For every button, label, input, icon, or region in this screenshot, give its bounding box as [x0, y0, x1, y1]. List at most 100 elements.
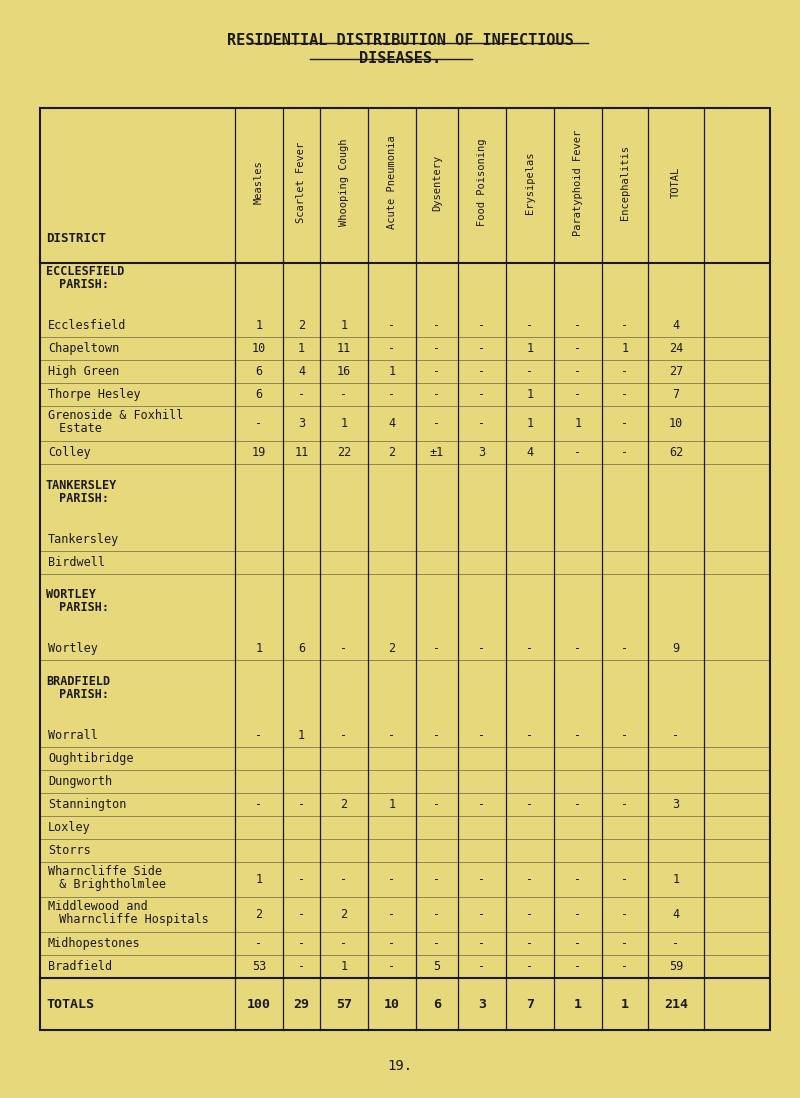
Text: -: - [478, 908, 486, 921]
Text: -: - [255, 937, 262, 950]
Text: -: - [574, 365, 582, 378]
Text: -: - [574, 960, 582, 973]
Text: -: - [478, 937, 486, 950]
Text: -: - [574, 873, 582, 886]
Text: 2: 2 [341, 908, 347, 921]
Text: 2: 2 [255, 908, 262, 921]
Text: -: - [341, 873, 347, 886]
Text: ECCLESFIELD: ECCLESFIELD [46, 265, 124, 278]
Text: 3: 3 [478, 997, 486, 1010]
Text: Measles: Measles [254, 160, 264, 204]
Text: TANKERSLEY: TANKERSLEY [46, 479, 118, 492]
Text: Thorpe Hesley: Thorpe Hesley [48, 389, 141, 401]
Text: -: - [478, 873, 486, 886]
Text: -: - [341, 389, 347, 401]
Text: -: - [622, 729, 629, 742]
Text: 6: 6 [298, 642, 305, 656]
Text: Midhopestones: Midhopestones [48, 937, 141, 950]
Text: Estate: Estate [52, 423, 102, 435]
Text: Colley: Colley [48, 446, 90, 459]
Text: -: - [434, 365, 441, 378]
Text: 1: 1 [389, 798, 395, 811]
Text: Dysentery: Dysentery [432, 155, 442, 211]
Text: -: - [478, 729, 486, 742]
Text: -: - [526, 960, 534, 973]
Text: 3: 3 [298, 417, 305, 430]
Text: -: - [298, 937, 305, 950]
Text: -: - [622, 798, 629, 811]
Text: Tankersley: Tankersley [48, 533, 119, 546]
Text: 1: 1 [622, 341, 629, 355]
Text: Food Poisoning: Food Poisoning [477, 138, 487, 226]
Text: -: - [341, 937, 347, 950]
Text: 1: 1 [341, 318, 347, 332]
Text: & Brightholmlee: & Brightholmlee [52, 878, 166, 892]
Text: 4: 4 [526, 446, 534, 459]
Text: 1: 1 [574, 997, 582, 1010]
Text: Bradfield: Bradfield [48, 960, 112, 973]
Text: 24: 24 [669, 341, 683, 355]
Text: 214: 214 [664, 997, 688, 1010]
Text: BRADFIELD: BRADFIELD [46, 675, 110, 688]
Text: -: - [622, 908, 629, 921]
Text: Erysipelas: Erysipelas [525, 152, 535, 214]
Text: Dungworth: Dungworth [48, 775, 112, 788]
Text: -: - [298, 873, 305, 886]
Text: PARISH:: PARISH: [52, 492, 109, 505]
Text: 4: 4 [389, 417, 395, 430]
Text: -: - [673, 937, 679, 950]
Text: Loxley: Loxley [48, 821, 90, 834]
Text: -: - [389, 960, 395, 973]
Text: -: - [434, 798, 441, 811]
Text: -: - [526, 318, 534, 332]
Text: DISTRICT: DISTRICT [46, 232, 106, 245]
Text: -: - [478, 341, 486, 355]
Text: -: - [574, 389, 582, 401]
Text: 2: 2 [298, 318, 305, 332]
Text: -: - [574, 341, 582, 355]
Text: -: - [478, 960, 486, 973]
Text: -: - [298, 960, 305, 973]
Text: 1: 1 [255, 642, 262, 656]
Text: -: - [341, 642, 347, 656]
Text: 1: 1 [298, 341, 305, 355]
Text: 5: 5 [434, 960, 441, 973]
Text: -: - [526, 729, 534, 742]
Text: -: - [255, 729, 262, 742]
Text: 1: 1 [621, 997, 629, 1010]
Text: -: - [255, 417, 262, 430]
Text: 1: 1 [341, 960, 347, 973]
Text: 6: 6 [433, 997, 441, 1010]
Text: 53: 53 [252, 960, 266, 973]
Text: 62: 62 [669, 446, 683, 459]
Text: -: - [574, 908, 582, 921]
Text: -: - [526, 908, 534, 921]
Text: -: - [574, 446, 582, 459]
Text: Scarlet Fever: Scarlet Fever [297, 142, 306, 223]
Text: DISEASES.: DISEASES. [359, 51, 441, 66]
Text: -: - [389, 318, 395, 332]
Text: -: - [341, 729, 347, 742]
Text: High Green: High Green [48, 365, 119, 378]
Text: -: - [298, 389, 305, 401]
Text: 1: 1 [526, 389, 534, 401]
Text: -: - [298, 908, 305, 921]
Text: 59: 59 [669, 960, 683, 973]
Text: -: - [574, 798, 582, 811]
Text: -: - [434, 873, 441, 886]
Text: -: - [478, 798, 486, 811]
Text: WORTLEY: WORTLEY [46, 589, 96, 602]
Text: Acute Pneumonia: Acute Pneumonia [387, 135, 397, 229]
Text: 27: 27 [669, 365, 683, 378]
Text: 29: 29 [294, 997, 310, 1010]
Text: Whooping Cough: Whooping Cough [339, 138, 349, 226]
Text: -: - [389, 389, 395, 401]
Text: Chapeltown: Chapeltown [48, 341, 119, 355]
Text: -: - [434, 908, 441, 921]
Text: 4: 4 [673, 908, 679, 921]
Text: -: - [526, 365, 534, 378]
Text: PARISH:: PARISH: [52, 602, 109, 615]
Text: -: - [622, 417, 629, 430]
Text: -: - [574, 729, 582, 742]
Text: Wharncliffe Side: Wharncliffe Side [48, 865, 162, 878]
